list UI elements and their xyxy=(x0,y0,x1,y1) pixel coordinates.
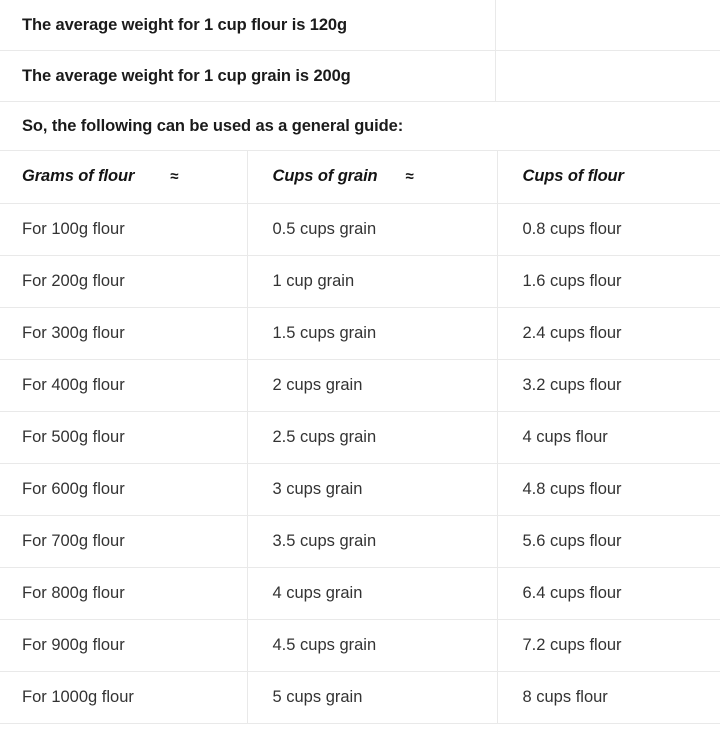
intro-line-2: The average weight for 1 cup grain is 20… xyxy=(22,66,351,85)
table-row: For 500g flour 2.5 cups grain 4 cups flo… xyxy=(0,411,720,464)
cell-grams-of-flour: For 900g flour xyxy=(0,619,248,672)
cell-cups-of-flour: 5.6 cups flour xyxy=(497,515,720,568)
table-row: For 200g flour 1 cup grain 1.6 cups flou… xyxy=(0,255,720,308)
cell-cups-of-grain: 2 cups grain xyxy=(247,359,498,412)
cell-grams-of-flour: For 700g flour xyxy=(0,515,248,568)
intro-line-1: The average weight for 1 cup flour is 12… xyxy=(22,15,347,34)
table-row: For 400g flour 2 cups grain 3.2 cups flo… xyxy=(0,359,720,412)
cell-cups-of-grain: 4.5 cups grain xyxy=(247,619,498,672)
approximately-equal-icon: ≈ xyxy=(170,168,179,186)
table-row: For 900g flour 4.5 cups grain 7.2 cups f… xyxy=(0,619,720,672)
cell-grams-of-flour: For 500g flour xyxy=(0,411,248,464)
cell-cups-of-grain: 0.5 cups grain xyxy=(247,203,498,256)
cell-cups-of-flour: 6.4 cups flour xyxy=(497,567,720,620)
intro-row-grain-weight: The average weight for 1 cup grain is 20… xyxy=(0,51,720,102)
cell-cups-of-grain: 5 cups grain xyxy=(247,671,498,724)
cell-cups-of-grain: 3 cups grain xyxy=(247,463,498,516)
table-header: Grams of flour ≈ Cups of grain ≈ Cups of… xyxy=(0,151,720,204)
cell-cups-of-flour: 0.8 cups flour xyxy=(497,203,720,256)
approximately-equal-icon: ≈ xyxy=(405,168,414,186)
column-header-label: Cups of grain xyxy=(272,167,378,186)
table-row: For 300g flour 1.5 cups grain 2.4 cups f… xyxy=(0,307,720,360)
cell-cups-of-flour: 8 cups flour xyxy=(497,671,720,724)
table-body: For 100g flour 0.5 cups grain 0.8 cups f… xyxy=(0,203,720,724)
cell-cups-of-grain: 1.5 cups grain xyxy=(247,307,498,360)
cell-grams-of-flour: For 200g flour xyxy=(0,255,248,308)
column-header-grams-of-flour: Grams of flour ≈ xyxy=(0,151,248,204)
cell-grams-of-flour: For 1000g flour xyxy=(0,671,248,724)
intro-line-3: So, the following can be used as a gener… xyxy=(22,116,404,135)
cell-cups-of-flour: 4 cups flour xyxy=(497,411,720,464)
column-header-cups-of-flour: Cups of flour xyxy=(497,151,720,204)
cell-cups-of-flour: 4.8 cups flour xyxy=(497,463,720,516)
intro-column-divider xyxy=(495,0,496,50)
cell-cups-of-grain: 4 cups grain xyxy=(247,567,498,620)
flour-grain-conversion-table: Grams of flour ≈ Cups of grain ≈ Cups of… xyxy=(0,151,720,724)
cell-cups-of-flour: 1.6 cups flour xyxy=(497,255,720,308)
intro-row-flour-weight: The average weight for 1 cup flour is 12… xyxy=(0,0,720,51)
table-row: For 800g flour 4 cups grain 6.4 cups flo… xyxy=(0,567,720,620)
cell-grams-of-flour: For 100g flour xyxy=(0,203,248,256)
cell-cups-of-flour: 3.2 cups flour xyxy=(497,359,720,412)
cell-cups-of-grain: 1 cup grain xyxy=(247,255,498,308)
cell-grams-of-flour: For 300g flour xyxy=(0,307,248,360)
column-header-cups-of-grain: Cups of grain ≈ xyxy=(247,151,498,204)
table-row: For 700g flour 3.5 cups grain 5.6 cups f… xyxy=(0,515,720,568)
table-row: For 1000g flour 5 cups grain 8 cups flou… xyxy=(0,671,720,724)
cell-grams-of-flour: For 800g flour xyxy=(0,567,248,620)
cell-cups-of-flour: 2.4 cups flour xyxy=(497,307,720,360)
column-header-label: Grams of flour xyxy=(22,167,135,186)
cell-cups-of-grain: 2.5 cups grain xyxy=(247,411,498,464)
table-row: For 600g flour 3 cups grain 4.8 cups flo… xyxy=(0,463,720,516)
cell-cups-of-flour: 7.2 cups flour xyxy=(497,619,720,672)
table-row: For 100g flour 0.5 cups grain 0.8 cups f… xyxy=(0,203,720,256)
cell-grams-of-flour: For 600g flour xyxy=(0,463,248,516)
cell-cups-of-grain: 3.5 cups grain xyxy=(247,515,498,568)
table-header-row: Grams of flour ≈ Cups of grain ≈ Cups of… xyxy=(0,151,720,204)
column-header-label: Cups of flour xyxy=(522,167,624,186)
cell-grams-of-flour: For 400g flour xyxy=(0,359,248,412)
intro-row-general-guide: So, the following can be used as a gener… xyxy=(0,102,720,151)
intro-column-divider xyxy=(495,51,496,101)
